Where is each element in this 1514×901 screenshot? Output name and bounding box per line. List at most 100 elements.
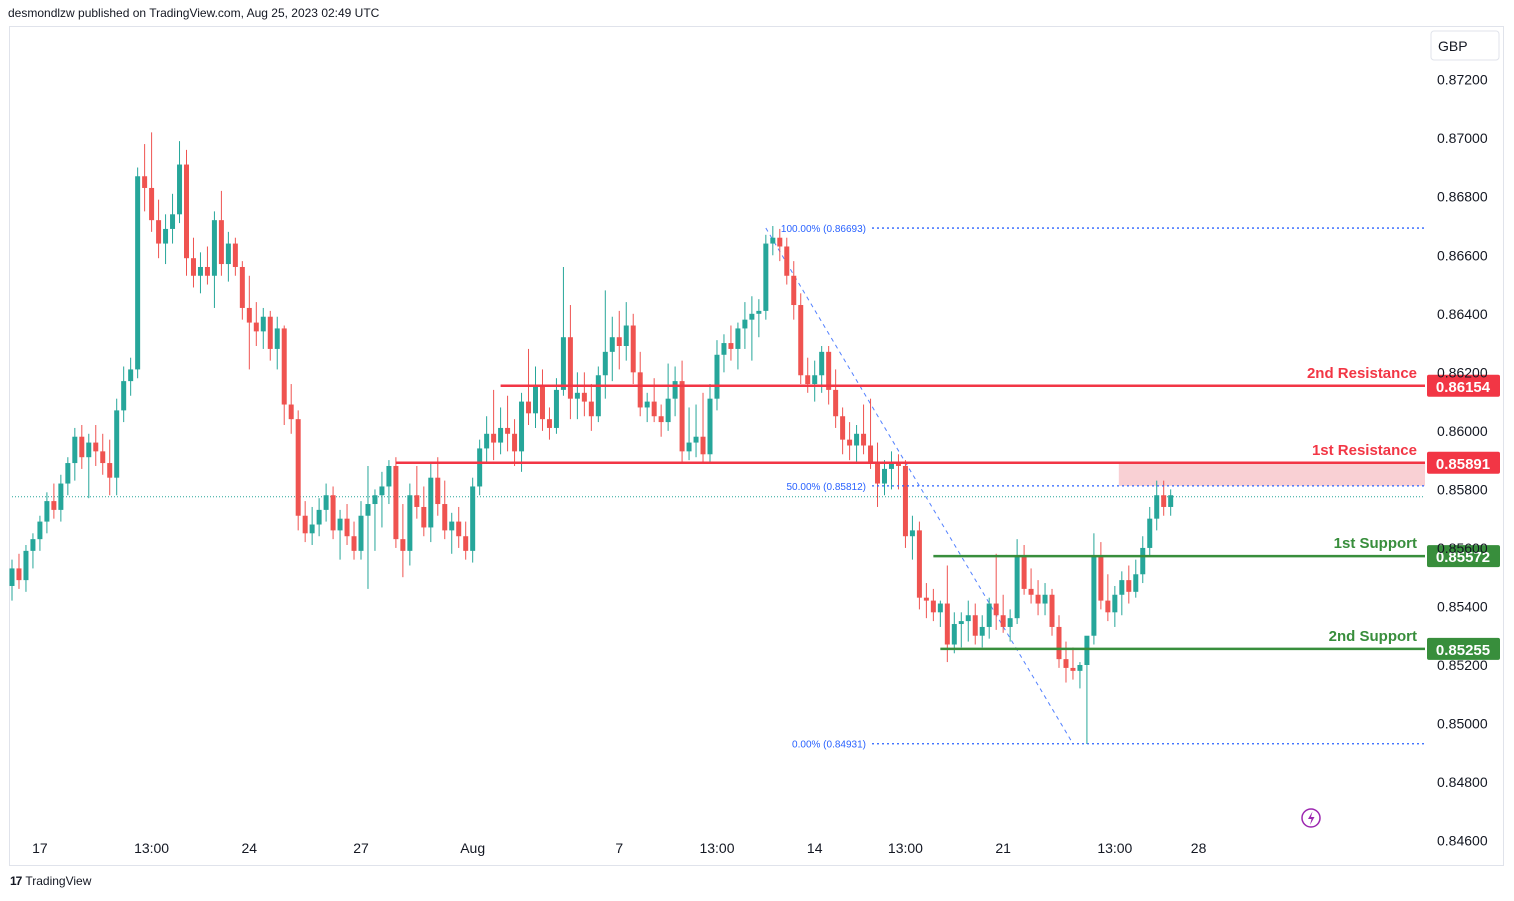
candle-body <box>777 237 783 247</box>
price-tick-label: 0.86400 <box>1437 306 1488 322</box>
candle-body <box>812 375 818 385</box>
candle <box>274 316 280 370</box>
candle <box>686 407 692 461</box>
candle <box>944 565 950 663</box>
candle-body <box>658 416 664 423</box>
price-tick-label: 0.86800 <box>1437 189 1488 205</box>
candle-body <box>958 621 964 625</box>
candle-body <box>749 313 755 320</box>
candle-body <box>770 237 776 244</box>
candle <box>351 521 357 560</box>
candle <box>1049 588 1055 636</box>
support-name-label: 2nd Support <box>1329 628 1417 645</box>
candle <box>65 457 71 496</box>
candle <box>1084 635 1090 745</box>
candle-body <box>260 316 266 332</box>
candle-body <box>784 246 790 276</box>
candle-body <box>1063 659 1069 668</box>
candle-body <box>197 266 203 276</box>
candle <box>344 504 350 546</box>
candle-body <box>728 343 734 349</box>
candle-body <box>686 442 692 452</box>
candle-body <box>295 419 301 516</box>
currency-button[interactable]: GBP <box>1430 30 1500 61</box>
candle-body <box>630 325 636 373</box>
publisher-caption: desmondlzw published on TradingView.com,… <box>8 6 380 20</box>
candle-body <box>693 436 699 443</box>
candle <box>1105 574 1111 622</box>
candle <box>1147 506 1153 557</box>
candle-body <box>86 442 92 458</box>
candle-body <box>791 275 797 306</box>
candle <box>37 515 43 551</box>
candle-body <box>1042 594 1048 604</box>
candle <box>882 460 887 496</box>
candle <box>30 533 36 569</box>
candle <box>798 293 804 385</box>
candle <box>449 512 455 554</box>
candle <box>142 144 148 212</box>
candle-body <box>9 568 15 586</box>
candle <box>316 498 322 537</box>
candle-body <box>372 495 378 505</box>
candle <box>135 167 141 379</box>
candle <box>539 369 545 431</box>
candle <box>477 439 483 496</box>
candle <box>288 384 294 434</box>
candle <box>916 521 922 610</box>
candle <box>170 193 176 244</box>
candle-body <box>944 603 950 645</box>
candle-body <box>930 600 936 613</box>
candle <box>121 366 127 423</box>
candle-body <box>1021 556 1027 589</box>
candle <box>309 506 315 546</box>
candle <box>1021 545 1027 595</box>
candle <box>505 395 511 452</box>
fib-levels: 100.00% (0.86693) 50.00% (0.85812) 0.00% (… <box>781 224 1425 751</box>
candle-body <box>407 495 413 551</box>
candle-body <box>742 319 748 329</box>
candle-body <box>51 501 57 510</box>
resistance-price-label: 0.85891 <box>1436 456 1490 473</box>
candle <box>637 351 643 417</box>
support-price-label: 0.85255 <box>1436 642 1490 659</box>
candle-body <box>393 465 399 540</box>
candle-body <box>609 337 615 352</box>
lightning-icon[interactable] <box>1301 808 1321 828</box>
candle-body <box>121 381 127 411</box>
candle-body <box>239 266 245 308</box>
candle <box>372 489 378 551</box>
candle-body <box>1112 594 1118 613</box>
fib-level-label: 100.00% (0.86693) <box>781 224 866 235</box>
candle <box>456 506 462 548</box>
time-tick-label: 27 <box>353 840 369 856</box>
candle <box>574 372 580 420</box>
candle <box>1098 542 1104 610</box>
candle <box>1126 565 1132 604</box>
time-tick-label: 28 <box>1191 840 1207 856</box>
candle-body <box>72 436 78 464</box>
candle-body <box>323 495 329 510</box>
candle <box>93 425 99 466</box>
candle <box>972 603 978 645</box>
candle <box>86 433 92 499</box>
currency-label: GBP <box>1438 38 1468 54</box>
candle-body <box>972 615 978 636</box>
candle <box>937 600 943 627</box>
price-tick-label: 0.87000 <box>1437 130 1488 146</box>
candle-body <box>735 328 741 349</box>
candle <box>23 545 29 592</box>
candle-body <box>358 515 364 551</box>
candle <box>875 442 881 507</box>
candle <box>533 366 538 428</box>
resistance-name-label: 1st Resistance <box>1312 442 1417 459</box>
candle <box>421 486 427 537</box>
candle <box>672 366 678 417</box>
resistance-name-label: 2nd Resistance <box>1307 365 1417 382</box>
candle-body <box>470 486 476 551</box>
candle-body <box>923 597 929 601</box>
price-tick-label: 0.85600 <box>1437 540 1488 556</box>
candle <box>323 483 329 522</box>
candle <box>428 463 434 543</box>
